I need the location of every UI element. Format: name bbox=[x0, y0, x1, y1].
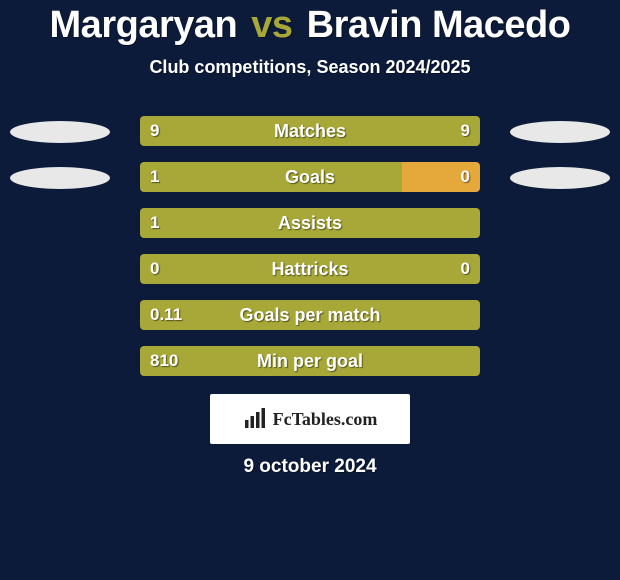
team-logo-left bbox=[10, 121, 110, 143]
team-logo-left bbox=[10, 167, 110, 189]
page-title: Margaryan vs Bravin Macedo bbox=[0, 0, 620, 47]
team-logo-right bbox=[510, 121, 610, 143]
comparison-infographic: Margaryan vs Bravin Macedo Club competit… bbox=[0, 0, 620, 580]
brand-badge: FcTables.com bbox=[210, 394, 410, 444]
bar-chart-icon bbox=[243, 407, 267, 431]
metric-label: Hattricks bbox=[140, 254, 480, 284]
metric-label: Goals per match bbox=[140, 300, 480, 330]
stat-row: 10Goals bbox=[0, 162, 620, 192]
stat-row: 99Matches bbox=[0, 116, 620, 146]
metric-label: Goals bbox=[140, 162, 480, 192]
stat-rows: 99Matches 10Goals 1Assists 00Hattricks 0.11G… bbox=[0, 116, 620, 376]
player1-name: Margaryan bbox=[50, 4, 238, 46]
subtitle: Club competitions, Season 2024/2025 bbox=[0, 57, 620, 78]
vs-label: vs bbox=[251, 4, 292, 46]
player2-name: Bravin Macedo bbox=[307, 4, 571, 46]
date-label: 9 october 2024 bbox=[0, 456, 620, 478]
stat-row: 0.11Goals per match bbox=[0, 300, 620, 330]
metric-label: Assists bbox=[140, 208, 480, 238]
metric-label: Min per goal bbox=[140, 346, 480, 376]
metric-label: Matches bbox=[140, 116, 480, 146]
stat-row: 1Assists bbox=[0, 208, 620, 238]
stat-row: 00Hattricks bbox=[0, 254, 620, 284]
brand-text: FcTables.com bbox=[273, 409, 378, 430]
team-logo-right bbox=[510, 167, 610, 189]
stat-row: 810Min per goal bbox=[0, 346, 620, 376]
